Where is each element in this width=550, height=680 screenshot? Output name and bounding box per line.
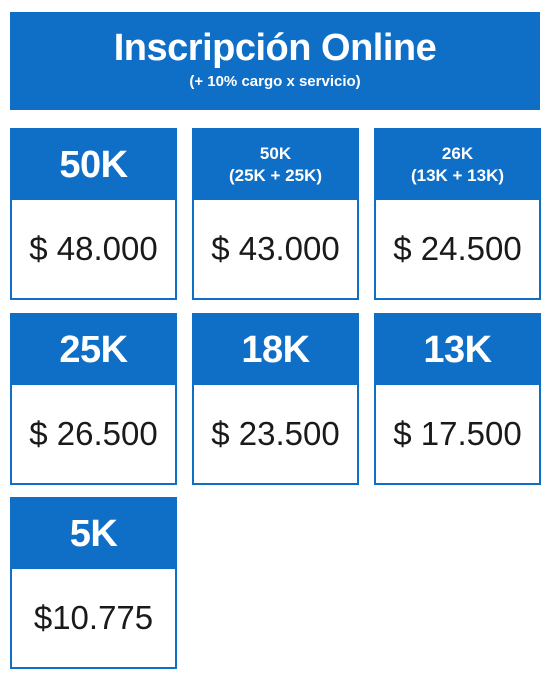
price-value: $ 43.000	[211, 230, 340, 267]
distance-label: 50K	[259, 144, 292, 163]
price-card-26k-relay: 26K (13K + 13K) $ 24.500	[374, 128, 541, 300]
distance-breakdown: (25K + 25K)	[228, 166, 323, 185]
price-value: $ 17.500	[393, 415, 522, 452]
card-header: 18K	[194, 315, 357, 385]
registration-header: Inscripción Online (+ 10% cargo x servic…	[10, 12, 540, 110]
distance-label: 25K	[59, 329, 128, 371]
price-value: $ 23.500	[211, 415, 340, 452]
card-header: 13K	[376, 315, 539, 385]
distance-label: 26K	[441, 144, 474, 163]
price-card-50k: 50K $ 48.000	[10, 128, 177, 300]
card-header: 26K (13K + 13K)	[376, 130, 539, 200]
card-header: 25K	[12, 315, 175, 385]
distance-label: 18K	[241, 329, 310, 371]
price-value: $ 24.500	[393, 230, 522, 267]
price-value: $ 48.000	[29, 230, 158, 267]
price-value: $10.775	[33, 599, 154, 636]
distance-label: 5K	[69, 513, 118, 555]
price-card-50k-relay: 50K (25K + 25K) $ 43.000	[192, 128, 359, 300]
service-fee-note: (+ 10% cargo x servicio)	[189, 73, 361, 90]
price-value: $ 26.500	[29, 415, 158, 452]
card-header: 5K	[12, 499, 175, 569]
distance-breakdown: (13K + 13K)	[410, 166, 505, 185]
card-header: 50K (25K + 25K)	[194, 130, 357, 200]
distance-label: 13K	[423, 329, 492, 371]
distance-label: 50K	[59, 144, 128, 186]
price-card-18k: 18K $ 23.500	[192, 313, 359, 485]
page-title: Inscripción Online	[113, 27, 437, 69]
price-card-5k: 5K $10.775	[10, 497, 177, 669]
price-card-25k: 25K $ 26.500	[10, 313, 177, 485]
card-header: 50K	[12, 130, 175, 200]
price-card-13k: 13K $ 17.500	[374, 313, 541, 485]
